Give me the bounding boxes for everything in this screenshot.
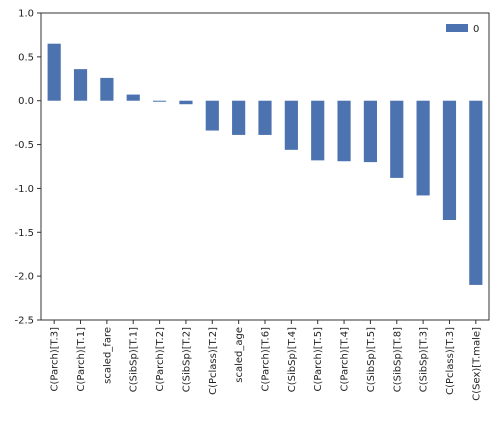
y-tick-label: -2.0 <box>14 272 34 283</box>
x-tick-label: C(Parch)[T.1] <box>76 327 87 392</box>
y-tick-label: 1.0 <box>18 9 34 20</box>
y-tick-label: -2.5 <box>14 316 34 327</box>
bar <box>73 69 88 101</box>
x-tick-label: C(Parch)[T.6] <box>261 327 272 392</box>
bar <box>363 100 377 163</box>
bar <box>390 100 404 178</box>
y-tick-layer: 1.0 0.5 0.0 -0.5 -1.0 -1.5 -2.0 -2.5 <box>14 9 41 327</box>
bar <box>153 100 167 102</box>
bar <box>442 100 457 221</box>
bar <box>47 43 61 101</box>
legend-label: 0 <box>473 24 479 35</box>
x-tick-layer: C(Parch)[T.3] C(Parch)[T.1] scaled_fare C(S… <box>50 320 482 401</box>
x-tick-label: C(Parch)[T.4] <box>340 327 351 392</box>
bar <box>258 100 272 135</box>
bar <box>311 100 325 161</box>
legend-swatch <box>446 24 468 32</box>
legend: 0 <box>446 24 479 35</box>
x-tick-label: C(Sex)[T.male] <box>471 327 482 401</box>
x-tick-label: C(Pclass)[T.3] <box>445 327 456 395</box>
x-tick-label: C(SibSp)[T.5] <box>366 327 377 392</box>
x-tick-label: C(Parch)[T.3] <box>50 327 61 392</box>
bar <box>179 100 193 105</box>
y-tick-label: 0.0 <box>18 96 34 107</box>
bar <box>337 100 351 162</box>
x-tick-label: C(Parch)[T.5] <box>313 327 324 392</box>
x-tick-label: C(SibSp)[T.1] <box>129 327 140 392</box>
bar <box>126 94 140 101</box>
bar <box>416 100 430 196</box>
x-tick-label: scaled_age <box>234 327 245 383</box>
y-tick-label: -1.5 <box>14 228 34 239</box>
x-tick-label: C(SibSp)[T.4] <box>287 327 298 392</box>
bar <box>100 77 114 101</box>
bar <box>205 100 219 131</box>
x-tick-label: C(SibSp)[T.2] <box>181 327 192 392</box>
x-tick-label: C(SibSp)[T.3] <box>419 327 430 392</box>
x-tick-label: scaled_fare <box>102 327 113 384</box>
y-tick-label: -0.5 <box>14 140 34 151</box>
bars-layer <box>47 43 483 285</box>
y-tick-label: 0.5 <box>18 52 34 63</box>
x-tick-label: C(SibSp)[T.8] <box>392 327 403 392</box>
x-tick-label: C(Pclass)[T.2] <box>208 327 219 395</box>
bar <box>284 100 298 150</box>
y-tick-label: -1.0 <box>14 184 34 195</box>
bar <box>232 100 246 135</box>
x-tick-label: C(Parch)[T.2] <box>155 327 166 392</box>
bar <box>469 100 483 285</box>
